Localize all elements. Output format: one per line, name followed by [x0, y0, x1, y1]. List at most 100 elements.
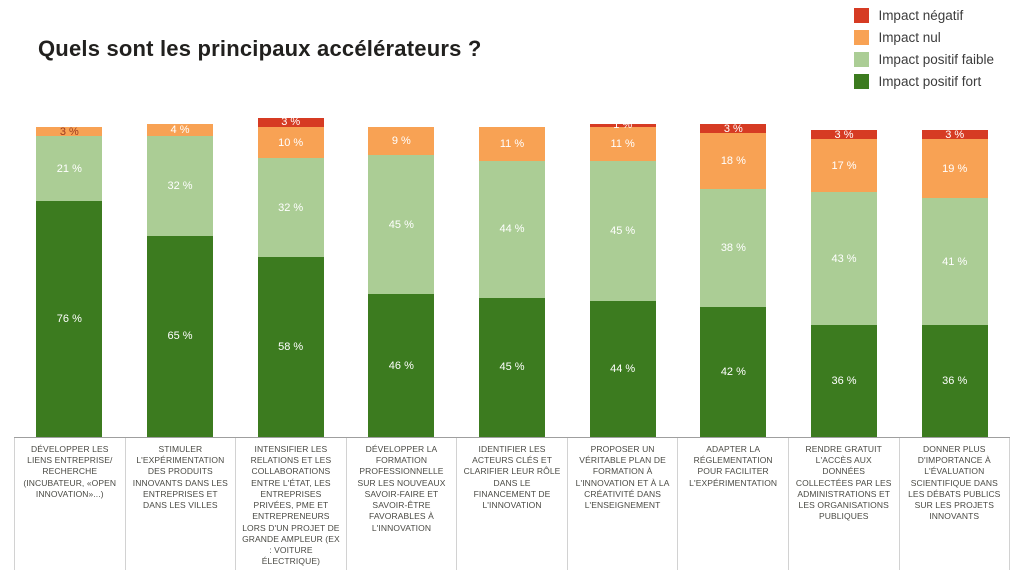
- bar-segment: 58 %: [257, 257, 324, 437]
- legend-label: Impact positif faible: [878, 52, 994, 67]
- segment-value-label: 3 %: [723, 122, 743, 135]
- bar-column: 3 % 18 % 38 % 42 %: [678, 122, 789, 437]
- segment-value-label: 44 %: [499, 223, 525, 236]
- bar-column: 3 % 19 % 41 % 36 %: [899, 127, 1010, 437]
- category-label: DONNER PLUS D'IMPORTANCE À L'ÉVALUATION …: [900, 438, 1011, 570]
- bar-segment: 3 %: [921, 128, 988, 141]
- bar-segment: 17 %: [811, 139, 878, 193]
- segment-value-label: 43 %: [831, 252, 857, 265]
- bar-segment: 21 %: [36, 136, 103, 202]
- segment-value-label: 45 %: [388, 218, 414, 231]
- bar: 9 % 45 % 46 %: [368, 127, 435, 437]
- legend-item: Impact nul: [854, 30, 994, 45]
- bar-area: 9 % 45 % 46 %: [346, 127, 457, 437]
- bar-segment: 45 %: [368, 154, 435, 295]
- segment-value-label: 3 %: [945, 128, 965, 141]
- segment-value-label: 45 %: [499, 361, 525, 374]
- bar-segment: 45 %: [589, 161, 656, 301]
- bar-column: 3 % 10 % 32 % 58 %: [235, 116, 346, 437]
- bar-area: 3 % 10 % 32 % 58 %: [235, 116, 346, 437]
- legend-item: Impact positif faible: [854, 52, 994, 67]
- segment-value-label: 36 %: [831, 375, 857, 388]
- bar-segment: 44 %: [479, 161, 546, 298]
- bar: 4 % 32 % 65 %: [147, 123, 213, 437]
- bar-segment: 46 %: [368, 294, 435, 437]
- bar-segment: 11 %: [479, 127, 546, 162]
- bar-column: 3 % 21 % 76 %: [14, 125, 125, 437]
- segment-value-label: 1 %: [613, 119, 633, 132]
- segment-value-label: 41 %: [942, 255, 968, 268]
- segment-value-label: 58 %: [278, 341, 304, 354]
- bar-segment: 3 %: [36, 125, 103, 138]
- segment-value-label: 9 %: [391, 134, 411, 147]
- segment-value-label: 3 %: [281, 116, 301, 129]
- category-label: INTENSIFIER LES RELATIONS ET LES COLLABO…: [236, 438, 347, 570]
- segment-value-label: 11 %: [499, 138, 525, 151]
- bar-segment: 18 %: [700, 133, 767, 190]
- page-title: Quels sont les principaux accélérateurs …: [38, 36, 482, 61]
- bar-area: 3 % 18 % 38 % 42 %: [678, 122, 789, 437]
- segment-value-label: 76 %: [56, 313, 82, 326]
- legend-swatch: [854, 52, 870, 67]
- segment-value-label: 10 %: [278, 136, 304, 149]
- stacked-bar-chart: 3 % 21 % 76 % 4 % 32 % 65 % 3 % 10 % 32 % 58 % 9 %…: [14, 116, 1011, 570]
- bar-area: 3 % 21 % 76 %: [14, 125, 125, 437]
- segment-value-label: 3 %: [59, 125, 79, 138]
- legend-label: Impact positif fort: [878, 74, 982, 89]
- segment-value-label: 11 %: [610, 138, 635, 151]
- category-label: STIMULER L'EXPÉRIMENTATION DES PRODUITS …: [126, 438, 237, 570]
- segment-value-label: 21 %: [56, 162, 82, 175]
- bar-segment: 19 %: [921, 139, 988, 199]
- category-axis: DÉVELOPPER LES LIENS ENTREPRISE/ RECHERC…: [14, 437, 1011, 570]
- bar-segment: 32 %: [147, 136, 213, 236]
- legend-swatch: [854, 30, 870, 45]
- segment-value-label: 36 %: [942, 375, 968, 388]
- bar-segment: 9 %: [368, 127, 435, 155]
- category-label: DÉVELOPPER LES LIENS ENTREPRISE/ RECHERC…: [14, 438, 126, 570]
- category-label: PROPOSER UN VÉRITABLE PLAN DE FORMATION …: [568, 438, 679, 570]
- bar-segment: 10 %: [257, 127, 324, 159]
- legend-label: Impact nul: [878, 30, 941, 45]
- legend-swatch: [854, 74, 870, 89]
- bar-segment: 1 %: [589, 119, 656, 131]
- bar-column: 4 % 32 % 65 %: [125, 123, 236, 437]
- bar: 3 % 19 % 41 % 36 %: [921, 128, 988, 437]
- bar-column: 3 % 17 % 43 % 36 %: [789, 127, 900, 437]
- segment-value-label: 46 %: [388, 359, 414, 372]
- legend-item: Impact négatif: [854, 8, 994, 23]
- legend-swatch: [854, 8, 870, 23]
- bar-segment: 3 %: [257, 116, 324, 129]
- bar: 3 % 18 % 38 % 42 %: [700, 122, 767, 437]
- bar-segment: 76 %: [36, 201, 103, 437]
- bar-segment: 65 %: [147, 235, 213, 437]
- segment-value-label: 65 %: [167, 330, 193, 343]
- bar: 3 % 21 % 76 %: [36, 125, 103, 437]
- bar: 11 % 44 % 45 %: [479, 127, 546, 437]
- segment-value-label: 32 %: [278, 201, 304, 214]
- legend: Impact négatif Impact nul Impact positif f…: [854, 8, 994, 89]
- bar-segment: 36 %: [811, 325, 878, 437]
- segment-value-label: 42 %: [720, 365, 746, 378]
- bar-area: 4 % 32 % 65 %: [125, 123, 236, 437]
- bar-segment: 3 %: [811, 128, 878, 141]
- bar-segment: 43 %: [811, 192, 878, 326]
- bar-area: 3 % 17 % 43 % 36 %: [789, 127, 900, 437]
- bar: 3 % 17 % 43 % 36 %: [811, 128, 878, 437]
- category-label: DÉVELOPPER LA FORMATION PROFESSIONNELLE …: [347, 438, 458, 570]
- bar-segment: 38 %: [700, 189, 767, 307]
- bar-segment: 3 %: [700, 122, 767, 135]
- bar-segment: 4 %: [147, 123, 213, 137]
- segment-value-label: 19 %: [942, 162, 968, 175]
- bar-segment: 41 %: [921, 198, 988, 326]
- segment-value-label: 3 %: [834, 128, 854, 141]
- category-label: RENDRE GRATUIT L'ACCÈS AUX DONNÉES COLLE…: [789, 438, 900, 570]
- category-label: ADAPTER LA RÉGLEMENTATION POUR FACILITER…: [678, 438, 789, 570]
- segment-value-label: 4 %: [170, 124, 190, 137]
- bar-column: 9 % 45 % 46 %: [346, 127, 457, 437]
- segment-value-label: 44 %: [610, 362, 636, 375]
- bar-area: 11 % 44 % 45 %: [457, 127, 568, 437]
- bar-column: 11 % 44 % 45 %: [457, 127, 568, 437]
- legend-label: Impact négatif: [878, 8, 964, 23]
- bars-row: 3 % 21 % 76 % 4 % 32 % 65 % 3 % 10 % 32 % 58 % 9 %…: [14, 116, 1010, 437]
